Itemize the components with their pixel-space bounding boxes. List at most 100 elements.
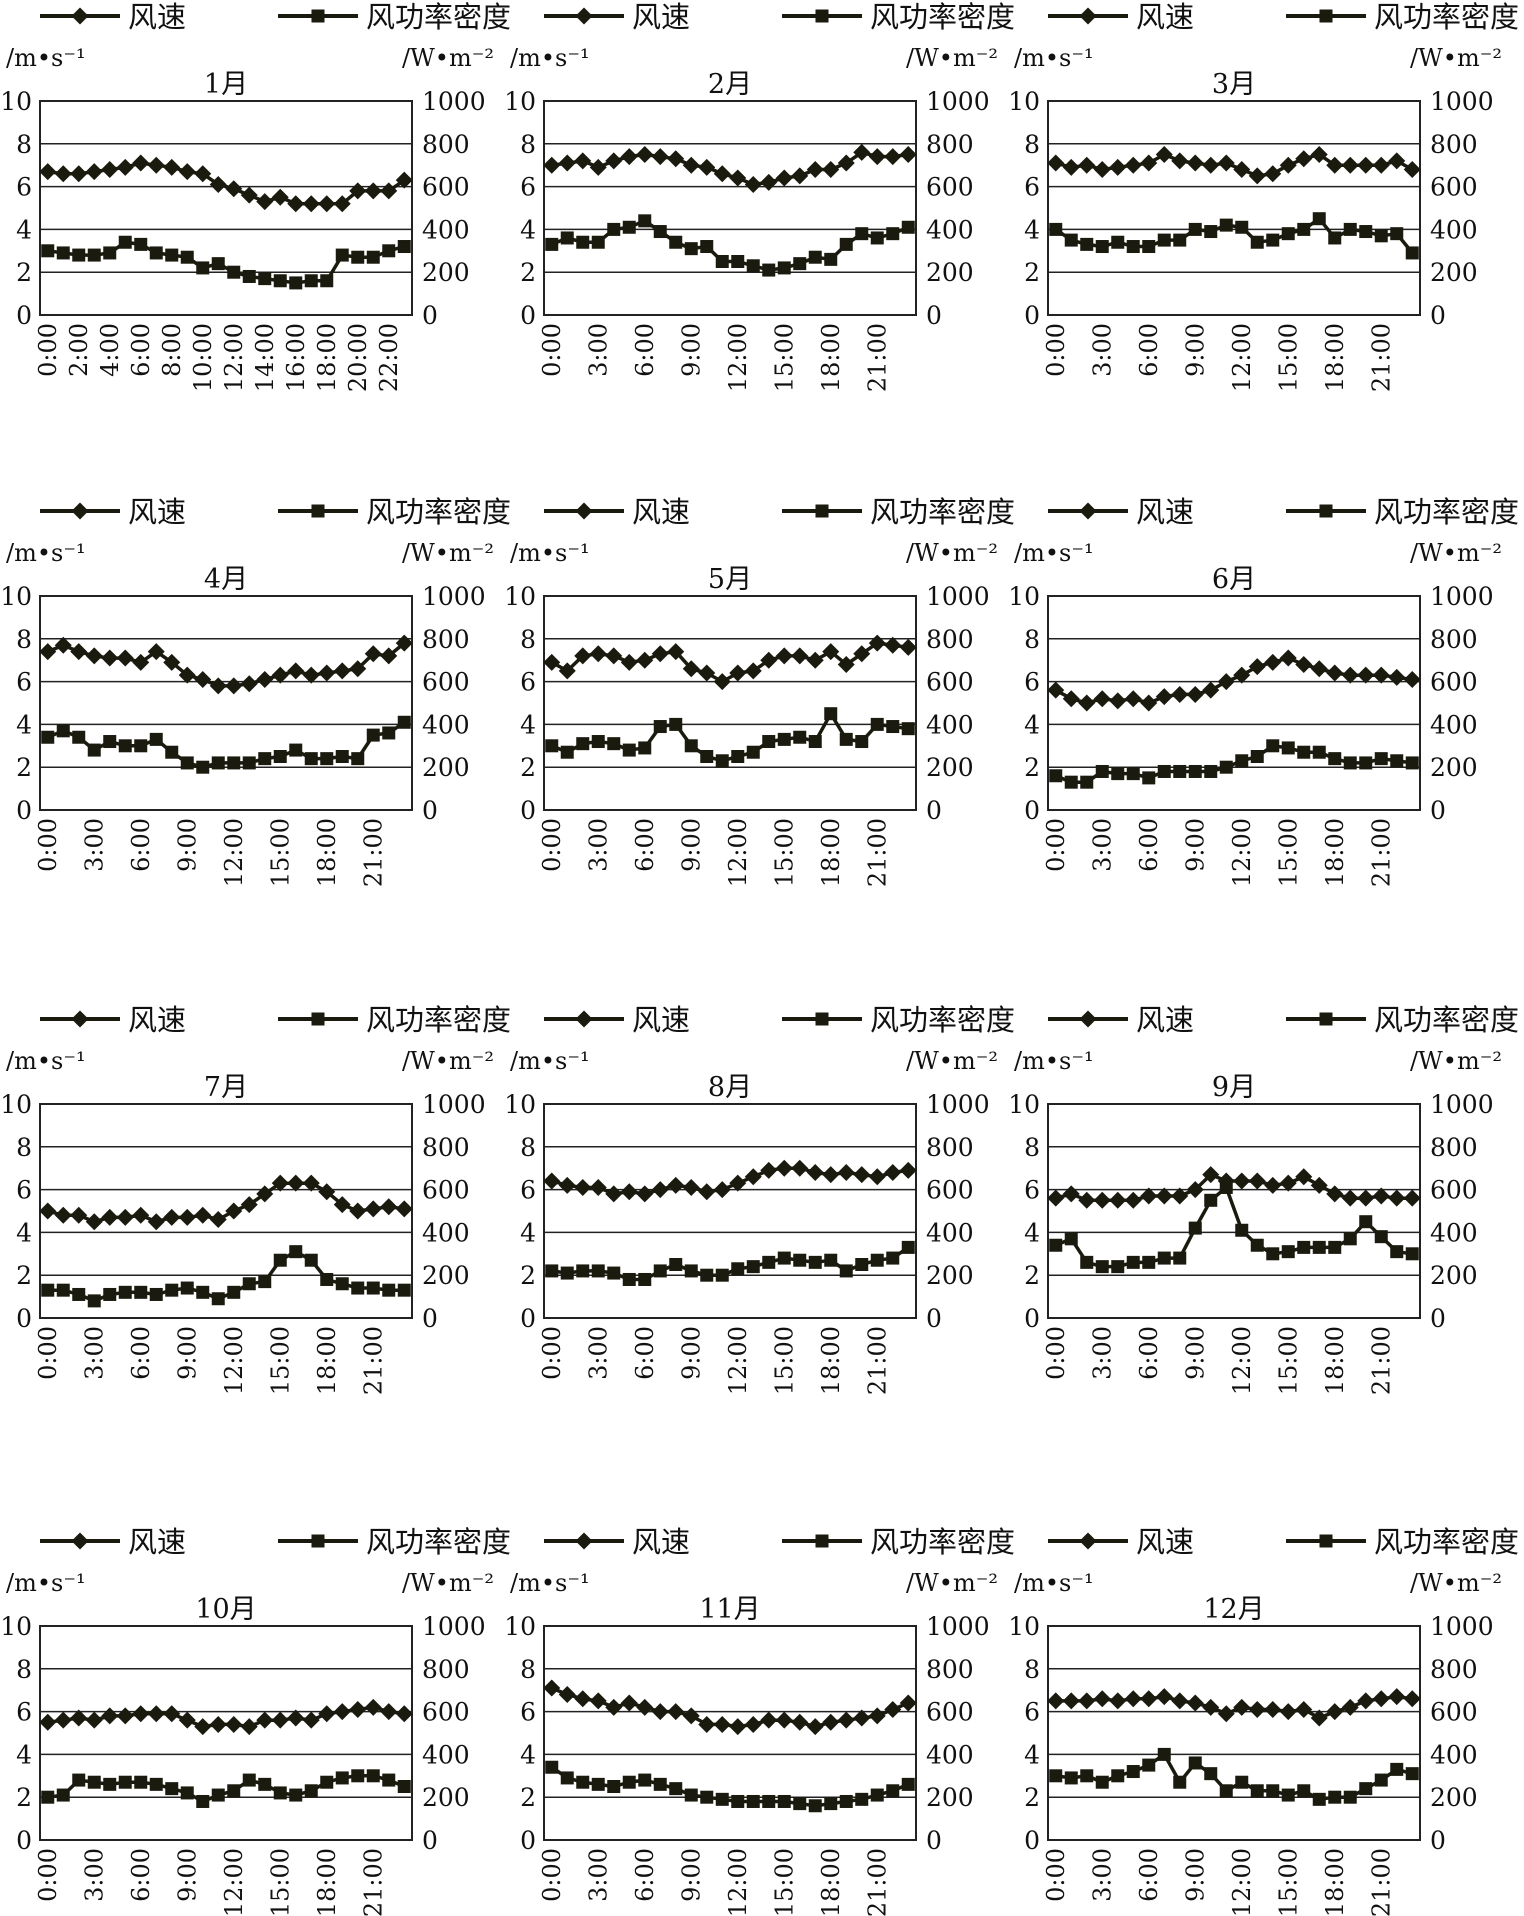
chart-panel-2: 风速 风功率密度/m•s⁻¹/W•m⁻² 2月 0 2 4 6 8 10 0 200 400 600 80…	[504, 0, 1015, 392]
data-point	[855, 1792, 869, 1806]
data-point	[1405, 756, 1419, 770]
left-tick-label: 0	[520, 301, 536, 330]
data-point	[855, 735, 869, 749]
chart-panel-7: 风速 风功率密度/m•s⁻¹/W•m⁻² 7月 0 2 4 6 8 10 0 200 400 600 80…	[0, 1003, 511, 1395]
x-tick-label: 9:00	[677, 1326, 705, 1380]
data-point	[101, 1208, 119, 1226]
data-point	[240, 186, 258, 204]
series-wind-speed	[543, 634, 917, 691]
data-point	[698, 158, 716, 176]
right-tick-label: 0	[1430, 1304, 1446, 1333]
right-tick-label: 800	[926, 130, 974, 159]
data-point	[70, 643, 88, 661]
data-point	[607, 1780, 621, 1793]
right-tick-label: 1000	[926, 87, 990, 116]
data-point	[1359, 1215, 1373, 1229]
data-point	[1049, 1238, 1063, 1252]
data-point	[607, 737, 621, 751]
data-point	[227, 1784, 241, 1798]
left-tick-label: 4	[16, 1740, 32, 1769]
data-point	[884, 1700, 902, 1718]
data-point	[775, 1711, 793, 1729]
left-tick-label: 6	[520, 1698, 536, 1727]
data-point	[1202, 156, 1220, 174]
data-point	[729, 1174, 747, 1192]
plot-frame	[543, 100, 917, 316]
left-tick-label: 6	[520, 668, 536, 697]
data-point	[651, 645, 669, 663]
left-tick-label: 2	[1024, 753, 1040, 782]
data-point	[605, 1185, 623, 1203]
data-point	[85, 1711, 103, 1729]
right-axis-unit: /W•m⁻²	[906, 1569, 998, 1597]
left-tick-label: 4	[520, 710, 536, 739]
left-tick-label: 10	[1008, 1612, 1040, 1641]
x-tick-label: 0:00	[538, 818, 566, 872]
data-point	[87, 743, 101, 757]
data-point	[1157, 233, 1171, 247]
data-point	[227, 1285, 241, 1299]
data-point	[271, 188, 289, 206]
data-point	[271, 1174, 289, 1192]
x-tick-label: 18:00	[1321, 1848, 1349, 1916]
right-tick-label: 800	[1430, 1133, 1478, 1162]
x-tick-label: 9:00	[173, 818, 201, 872]
x-tick-label: 21:00	[863, 1848, 891, 1916]
legend: 风速 风功率密度	[40, 1525, 511, 1559]
right-tick-label: 0	[422, 1826, 438, 1855]
data-point	[1124, 1690, 1142, 1708]
legend-power-label: 风功率密度	[870, 1525, 1015, 1559]
legend-power-marker	[815, 1534, 829, 1548]
data-point	[366, 728, 380, 742]
data-point	[1188, 222, 1202, 236]
data-point	[808, 735, 822, 749]
data-point	[886, 1251, 900, 1265]
data-point	[824, 1253, 838, 1267]
series-power-density	[41, 715, 411, 774]
chart-title: 3月	[1212, 69, 1256, 100]
data-point	[1173, 233, 1187, 247]
data-point	[39, 1202, 57, 1220]
data-point	[318, 664, 336, 682]
data-point	[1328, 1790, 1342, 1804]
legend: 风速 风功率密度	[40, 0, 511, 34]
legend-speed-label: 风速	[1136, 1525, 1194, 1559]
data-point	[698, 1715, 716, 1733]
data-point	[1374, 752, 1388, 766]
series-wind-speed	[1047, 146, 1421, 185]
data-point	[1266, 1247, 1280, 1261]
data-point	[638, 1773, 652, 1787]
data-point	[364, 645, 382, 663]
data-point	[103, 1777, 117, 1791]
left-tick-label: 6	[520, 1176, 536, 1205]
data-point	[302, 195, 320, 213]
data-point	[1264, 653, 1282, 671]
data-point	[822, 1713, 840, 1731]
legend-power-marker	[1319, 1534, 1333, 1548]
data-point	[839, 1794, 853, 1808]
data-point	[1093, 1191, 1111, 1209]
data-point	[762, 1794, 776, 1808]
data-point	[1157, 1251, 1171, 1265]
x-tick-label: 15:00	[770, 818, 798, 887]
right-tick-label: 1000	[926, 582, 990, 611]
data-point	[165, 248, 179, 262]
right-axis-unit: /W•m⁻²	[906, 44, 998, 72]
left-tick-label: 2	[16, 1783, 32, 1812]
x-tick-label: 0:00	[1042, 818, 1070, 872]
series-power-density	[41, 1769, 411, 1808]
data-point	[545, 1264, 559, 1278]
data-point	[1250, 1238, 1264, 1252]
data-point	[1157, 764, 1171, 778]
x-tick-label: 0:00	[1042, 1848, 1070, 1902]
left-tick-label: 0	[520, 796, 536, 825]
x-tick-label: 0:00	[538, 323, 566, 377]
data-point	[901, 722, 915, 736]
data-point	[54, 1711, 72, 1729]
data-point	[163, 653, 181, 671]
series-power-density	[1049, 739, 1419, 789]
x-tick-label: 21:00	[1367, 1326, 1395, 1395]
legend: 风速 风功率密度	[544, 0, 1015, 34]
chart-title: 11月	[699, 1594, 760, 1625]
data-point	[101, 649, 119, 667]
